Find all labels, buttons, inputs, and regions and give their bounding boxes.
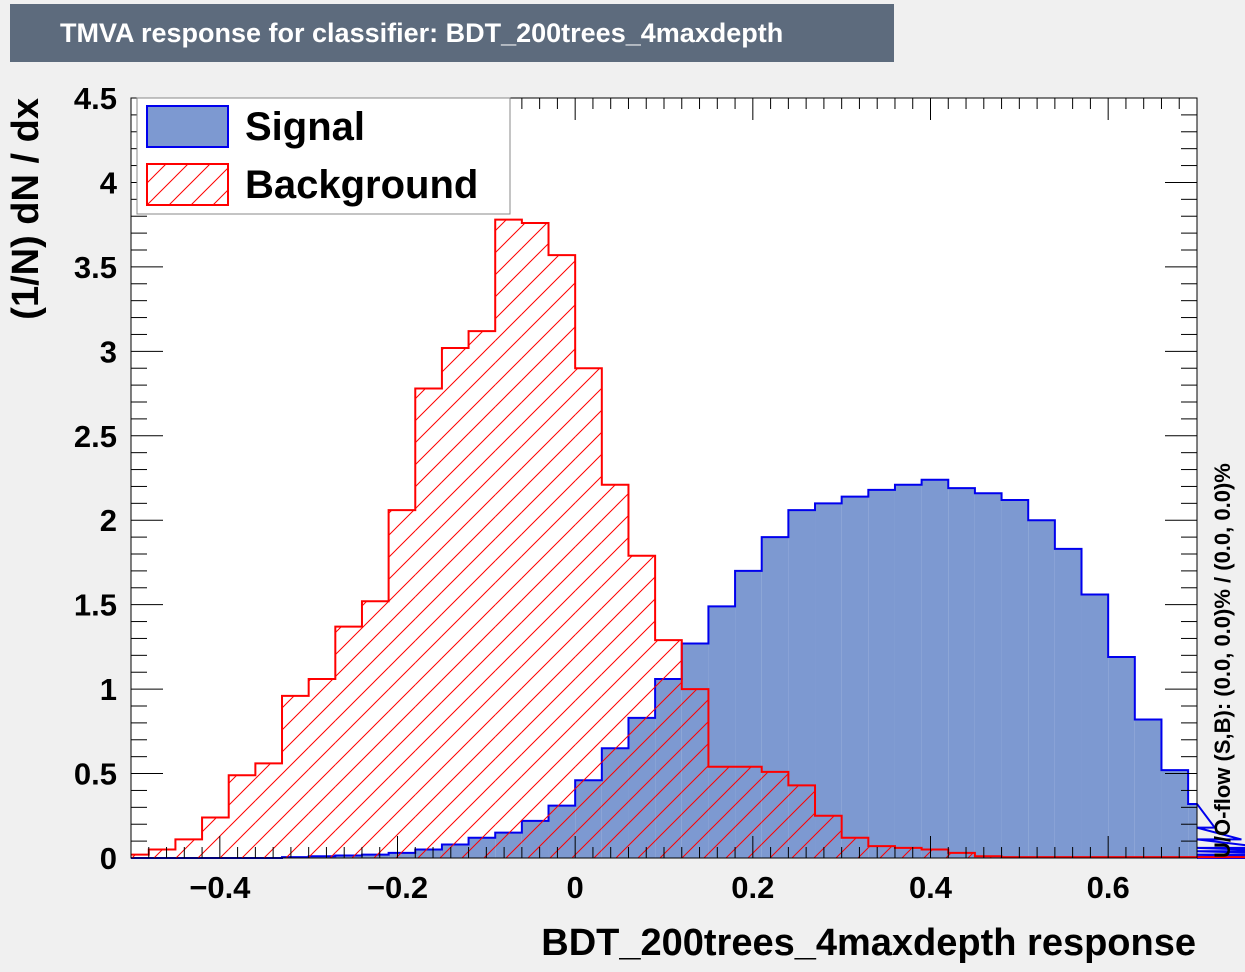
x-tick-label: −0.4 — [189, 870, 251, 905]
bar-background — [468, 331, 496, 859]
bar-background — [415, 388, 442, 858]
bar-background — [228, 775, 256, 858]
bar-background — [388, 510, 416, 858]
bar-background — [202, 817, 229, 858]
bar-background — [335, 626, 362, 858]
y-axis-title: (1/N) dN / dx — [5, 98, 47, 320]
bar-signal — [868, 489, 895, 858]
bar-background — [175, 839, 203, 858]
x-tick-label: 0.6 — [1087, 870, 1130, 905]
bar-signal — [1134, 719, 1162, 858]
bar-background — [548, 255, 576, 859]
bar-background — [894, 847, 922, 858]
bar-background — [815, 815, 842, 858]
legend-label-signal: Signal — [245, 105, 365, 149]
chart-title: TMVA response for classifier: BDT_200tre… — [60, 18, 784, 48]
bar-signal — [1188, 803, 1197, 858]
bar-background — [255, 763, 283, 858]
legend-swatch-background — [146, 163, 229, 206]
bar-background — [148, 849, 176, 858]
outline-background — [131, 218, 1245, 859]
y-tick-label: 4.5 — [74, 81, 117, 116]
bar-signal — [1001, 499, 1029, 858]
x-tick-label: −0.2 — [367, 870, 428, 905]
bar-signal — [815, 503, 842, 858]
title-box: TMVA response for classifier: BDT_200tre… — [10, 4, 894, 62]
bar-background — [601, 484, 629, 858]
bar-signal — [894, 484, 922, 858]
y-tick-label: 0 — [100, 841, 117, 876]
y-tick-label: 2.5 — [74, 419, 117, 454]
overflow-label: U/O-flow (S,B): (0.0, 0.0)% / (0.0, 0.0)… — [1210, 463, 1235, 858]
bar-signal — [841, 496, 869, 858]
bar-background — [735, 766, 762, 858]
bar-background — [308, 678, 336, 858]
legend: Signal Background — [136, 97, 511, 215]
bar-background — [655, 640, 682, 858]
bar-background — [521, 222, 549, 858]
bar-background — [948, 852, 975, 858]
y-tick-label: 3 — [100, 334, 117, 369]
bar-signal — [1108, 657, 1135, 858]
bar-signal — [1161, 770, 1189, 858]
bar-background — [761, 771, 789, 858]
bar-signal — [1054, 548, 1082, 858]
y-tick-label: 3.5 — [74, 250, 117, 285]
x-tick-label: 0.4 — [909, 870, 953, 905]
x-tick-label: 0 — [567, 870, 584, 905]
tick-labels: −0.4 −0.2 0 0.2 0.4 0.6 0 0.5 1 1.5 2 2.5 3 3.5 4 4.5 — [74, 81, 1130, 905]
bar-background — [282, 695, 309, 858]
legend-label-background: Background — [245, 163, 478, 207]
bar-background — [361, 601, 389, 858]
bar-signal — [921, 479, 949, 858]
x-tick-label: 0.2 — [731, 870, 774, 905]
x-axis-title: BDT_200trees_4maxdepth response — [541, 922, 1196, 964]
y-tick-label: 2 — [100, 503, 117, 538]
bar-signal — [974, 493, 1002, 858]
y-tick-label: 4 — [100, 165, 118, 200]
bar-background — [681, 689, 709, 858]
y-tick-label: 0.5 — [74, 757, 117, 792]
y-tick-label: 1.5 — [74, 588, 117, 623]
background-series — [131, 218, 1245, 859]
bar-signal — [948, 488, 975, 858]
bar-background — [575, 368, 602, 858]
bar-background — [708, 766, 736, 858]
bar-background — [495, 219, 522, 859]
bar-signal — [1028, 520, 1055, 858]
bar-background — [628, 555, 656, 858]
bar-background — [868, 846, 895, 858]
bar-background — [131, 854, 149, 858]
bar-signal — [1081, 594, 1109, 858]
bar-background — [921, 849, 949, 858]
bar-background — [841, 837, 869, 858]
y-tick-label: 1 — [100, 672, 117, 707]
bar-background — [788, 785, 816, 858]
legend-swatch-signal — [146, 105, 229, 148]
bar-background — [441, 347, 469, 858]
